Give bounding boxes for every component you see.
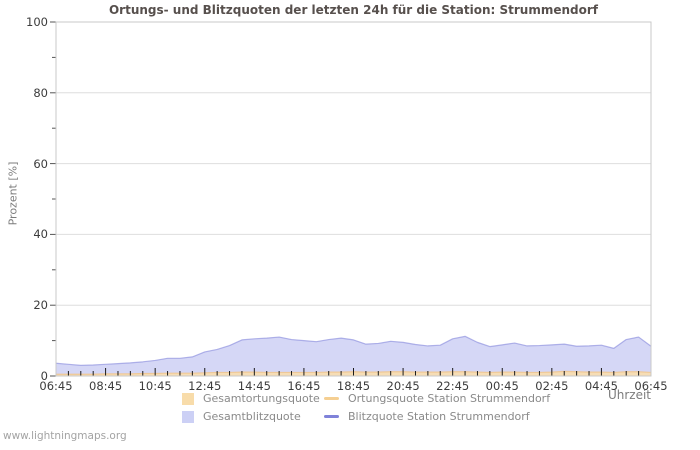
x-tick-label: 22:45 — [436, 379, 470, 393]
x-tick-label: 00:45 — [485, 379, 519, 393]
x-tick-label: 10:45 — [138, 379, 172, 393]
x-tick-label: 06:45 — [39, 379, 73, 393]
x-tick-label: 04:45 — [584, 379, 618, 393]
legend-label: Gesamtortungsquote — [203, 392, 320, 405]
legend-area-swatch — [182, 392, 194, 405]
x-tick-label: 06:45 — [634, 379, 668, 393]
legend-label: Gesamtblitzquote — [203, 410, 301, 423]
watermark: www.lightningmaps.org — [3, 430, 127, 442]
y-tick-label: 60 — [33, 156, 48, 171]
y-tick-label: 40 — [33, 227, 48, 242]
y-tick-label: 100 — [26, 15, 48, 29]
legend-line-swatch — [324, 415, 339, 418]
x-tick-label: 02:45 — [535, 379, 569, 393]
legend-area-swatch — [182, 410, 194, 423]
legend-item: Gesamtblitzquote — [182, 410, 324, 423]
legend-label: Blitzquote Station Strummendorf — [348, 410, 530, 423]
x-tick-label: 08:45 — [89, 379, 123, 393]
legend: Gesamtortungsquote Ortungsquote Station S… — [182, 392, 550, 423]
legend-line-swatch — [324, 397, 339, 400]
legend-item: Ortungsquote Station Strummendorf — [324, 392, 550, 405]
legend-item: Gesamtortungsquote — [182, 392, 324, 405]
x-tick-label: 20:45 — [386, 379, 420, 393]
legend-label: Ortungsquote Station Strummendorf — [348, 392, 551, 405]
chart-title: Ortungs- und Blitzquoten der letzten 24h… — [108, 3, 599, 17]
x-tick-label: 16:45 — [287, 379, 321, 393]
x-tick-label: 18:45 — [336, 379, 371, 393]
y-tick-label: 80 — [33, 85, 48, 100]
y-tick-label: 20 — [33, 298, 48, 313]
y-tick-label: 0 — [40, 369, 48, 383]
x-axis-title: Uhrzeit — [607, 388, 651, 402]
legend-item: Blitzquote Station Strummendorf — [324, 410, 550, 423]
x-tick-label: 14:45 — [237, 379, 271, 393]
x-tick-label: 12:45 — [188, 379, 222, 393]
